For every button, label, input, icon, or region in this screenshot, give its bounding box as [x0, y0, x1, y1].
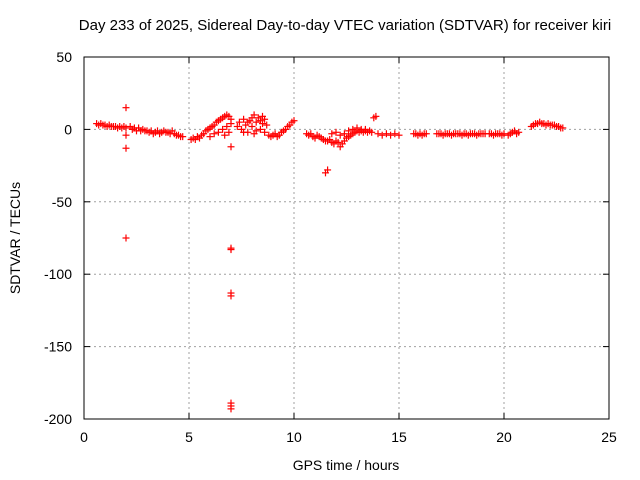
data-point: [382, 130, 390, 138]
data-point: [263, 121, 271, 129]
data-point: [122, 124, 130, 132]
data-points: [93, 104, 567, 413]
data-point: [233, 123, 241, 131]
data-point: [353, 124, 361, 132]
data-point: [345, 127, 353, 135]
data-point: [252, 118, 260, 126]
x-tick-label: 25: [601, 429, 617, 445]
data-point: [290, 117, 298, 125]
data-point: [500, 130, 508, 138]
data-point: [240, 128, 248, 136]
data-point: [122, 234, 130, 242]
y-tick-label: -50: [52, 194, 72, 210]
data-point: [240, 115, 248, 123]
data-point: [225, 128, 233, 136]
data-point: [378, 131, 386, 139]
data-point: [227, 292, 235, 300]
data-point: [235, 118, 243, 126]
data-point: [391, 130, 399, 138]
data-point: [256, 125, 264, 133]
axis-ticks: 0 5 10 15 20 25 50 0 -50 -100 -150 -200: [44, 49, 617, 445]
data-point: [252, 127, 260, 135]
x-tick-label: 15: [391, 429, 407, 445]
y-axis-label: SDTVAR / TECUs: [7, 182, 23, 294]
data-point: [324, 166, 332, 174]
data-point: [227, 246, 235, 254]
y-tick-label: -150: [44, 339, 72, 355]
data-point: [340, 130, 348, 138]
data-point: [122, 104, 130, 112]
x-tick-label: 0: [80, 429, 88, 445]
data-point: [214, 128, 222, 136]
data-point: [395, 131, 403, 139]
y-tick-label: -100: [44, 266, 72, 282]
data-point: [328, 130, 336, 138]
data-point: [332, 128, 340, 136]
data-point: [122, 131, 130, 139]
data-point: [227, 143, 235, 151]
y-tick-label: 0: [64, 121, 72, 137]
data-point: [387, 131, 395, 139]
data-point: [221, 131, 229, 139]
data-point: [336, 131, 344, 139]
data-point: [122, 144, 130, 152]
data-point: [227, 405, 235, 413]
data-point: [223, 123, 231, 131]
data-point: [210, 130, 218, 138]
y-tick-label: 50: [56, 49, 72, 65]
data-point: [349, 125, 357, 133]
grid-lines: [84, 57, 609, 419]
data-point: [334, 138, 342, 146]
data-point: [261, 128, 269, 136]
data-point: [361, 125, 369, 133]
data-point: [422, 130, 430, 138]
data-point: [179, 133, 187, 141]
plot-frame: [83, 56, 610, 420]
x-tick-label: 5: [185, 429, 193, 445]
x-tick-label: 20: [496, 429, 512, 445]
x-axis-label: GPS time / hours: [293, 457, 400, 473]
y-tick-label: -200: [44, 411, 72, 427]
data-point: [372, 112, 380, 120]
data-point: [559, 124, 567, 132]
data-point: [515, 128, 523, 136]
data-point: [259, 112, 266, 120]
chart-title: Day 233 of 2025, Sidereal Day-to-day VTE…: [79, 17, 611, 34]
data-point: [374, 130, 382, 138]
data-point: [248, 123, 256, 131]
data-point: [256, 117, 264, 125]
data-point: [244, 118, 252, 126]
x-tick-label: 10: [286, 429, 302, 445]
data-point: [250, 111, 258, 119]
data-point: [219, 125, 227, 133]
data-point: [206, 133, 214, 141]
data-point: [227, 120, 235, 128]
data-point: [368, 128, 376, 136]
